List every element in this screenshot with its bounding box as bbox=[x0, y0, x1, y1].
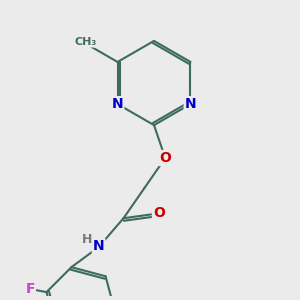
Text: CH₃: CH₃ bbox=[75, 37, 97, 47]
Text: N: N bbox=[112, 97, 123, 111]
Text: H: H bbox=[82, 233, 93, 246]
Text: F: F bbox=[26, 282, 35, 296]
Text: O: O bbox=[153, 206, 165, 220]
Text: N: N bbox=[93, 239, 104, 253]
Text: N: N bbox=[185, 97, 196, 111]
Text: O: O bbox=[159, 151, 171, 165]
